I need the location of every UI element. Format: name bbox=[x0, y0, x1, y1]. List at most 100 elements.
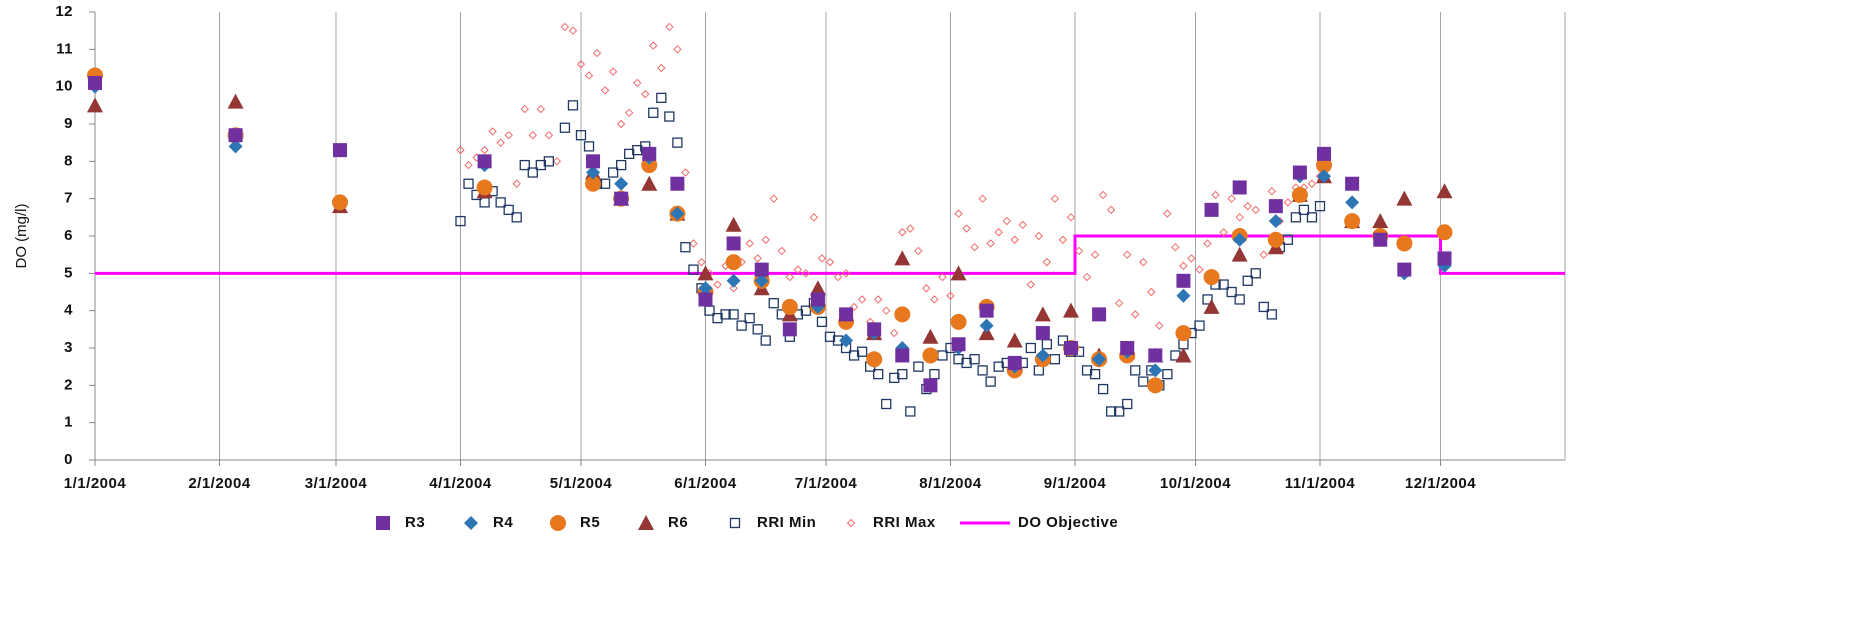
point bbox=[586, 165, 601, 180]
point bbox=[1234, 294, 1245, 305]
point bbox=[1007, 355, 1022, 370]
point bbox=[333, 143, 347, 158]
point bbox=[648, 107, 659, 118]
point bbox=[922, 284, 931, 293]
point bbox=[543, 156, 555, 167]
point bbox=[1203, 298, 1220, 314]
point bbox=[906, 224, 915, 233]
point bbox=[1176, 288, 1191, 303]
point bbox=[969, 354, 980, 365]
point bbox=[745, 239, 754, 248]
objective-line bbox=[95, 234, 1565, 275]
point bbox=[889, 372, 900, 384]
point bbox=[970, 242, 979, 252]
point bbox=[1114, 298, 1124, 308]
point bbox=[857, 295, 867, 304]
point bbox=[1066, 213, 1076, 222]
point bbox=[1006, 332, 1023, 348]
point bbox=[1026, 280, 1036, 289]
point bbox=[688, 264, 699, 275]
point bbox=[946, 291, 955, 300]
legend-marker bbox=[729, 517, 741, 529]
point bbox=[1202, 294, 1213, 305]
point bbox=[560, 22, 570, 32]
point bbox=[897, 368, 908, 380]
point bbox=[600, 86, 610, 95]
point bbox=[914, 246, 923, 256]
point bbox=[624, 108, 634, 118]
point bbox=[1074, 246, 1084, 256]
point bbox=[503, 204, 514, 216]
point bbox=[535, 159, 546, 171]
point bbox=[894, 250, 911, 266]
point bbox=[817, 254, 827, 263]
point bbox=[1098, 190, 1108, 200]
point bbox=[1291, 186, 1308, 203]
point bbox=[1292, 165, 1307, 180]
y-tick-label: 8 bbox=[64, 152, 73, 169]
legend-marker bbox=[550, 515, 566, 531]
point bbox=[455, 215, 466, 227]
x-tick-label: 11/1/2004 bbox=[1285, 475, 1356, 492]
point bbox=[1130, 365, 1141, 376]
y-tick-label: 4 bbox=[64, 302, 73, 319]
point bbox=[641, 175, 658, 191]
point bbox=[1204, 202, 1219, 217]
point bbox=[228, 128, 243, 143]
point bbox=[1050, 194, 1060, 203]
point bbox=[672, 137, 683, 148]
x-tick-label: 4/1/2004 bbox=[429, 475, 492, 492]
point bbox=[583, 141, 595, 152]
y-tick-label: 9 bbox=[64, 115, 73, 132]
x-tick-label: 1/1/2004 bbox=[64, 475, 127, 492]
point bbox=[1139, 257, 1148, 267]
point bbox=[866, 351, 883, 368]
point bbox=[986, 239, 995, 248]
point bbox=[1063, 341, 1078, 355]
point bbox=[849, 302, 859, 312]
point bbox=[1314, 200, 1326, 212]
point bbox=[614, 191, 629, 206]
y-tick-label: 5 bbox=[64, 264, 73, 281]
point bbox=[809, 280, 826, 296]
point bbox=[592, 48, 602, 58]
point bbox=[641, 89, 650, 99]
point bbox=[824, 331, 836, 342]
y-tick-label: 0 bbox=[64, 451, 73, 468]
point bbox=[673, 45, 682, 54]
y-tick-label: 6 bbox=[64, 227, 73, 244]
point bbox=[632, 144, 643, 156]
y-tick-label: 7 bbox=[64, 190, 73, 207]
point bbox=[88, 75, 102, 90]
point bbox=[1175, 347, 1192, 363]
point bbox=[810, 292, 825, 307]
point bbox=[929, 368, 940, 380]
point bbox=[882, 306, 891, 315]
x-tick-label: 6/1/2004 bbox=[674, 475, 737, 492]
point bbox=[1232, 232, 1247, 247]
point bbox=[1344, 213, 1361, 230]
point bbox=[1226, 286, 1237, 298]
legend-marker bbox=[376, 516, 390, 530]
point bbox=[1268, 199, 1283, 214]
point bbox=[993, 361, 1004, 372]
point bbox=[1345, 176, 1360, 191]
point bbox=[839, 307, 854, 322]
point bbox=[1317, 169, 1332, 184]
x-tick-label: 10/1/2004 bbox=[1160, 475, 1231, 492]
point bbox=[1176, 273, 1191, 288]
point bbox=[680, 242, 691, 253]
point bbox=[1106, 205, 1116, 215]
point bbox=[951, 337, 966, 352]
point bbox=[504, 130, 513, 140]
point bbox=[994, 228, 1003, 237]
point bbox=[1114, 406, 1125, 417]
point bbox=[922, 328, 939, 344]
point bbox=[793, 265, 803, 274]
point bbox=[977, 365, 988, 376]
y-tick-label: 2 bbox=[64, 376, 73, 393]
point bbox=[1081, 365, 1093, 376]
legend-marker bbox=[638, 515, 654, 530]
y-tick-label: 11 bbox=[56, 40, 73, 57]
